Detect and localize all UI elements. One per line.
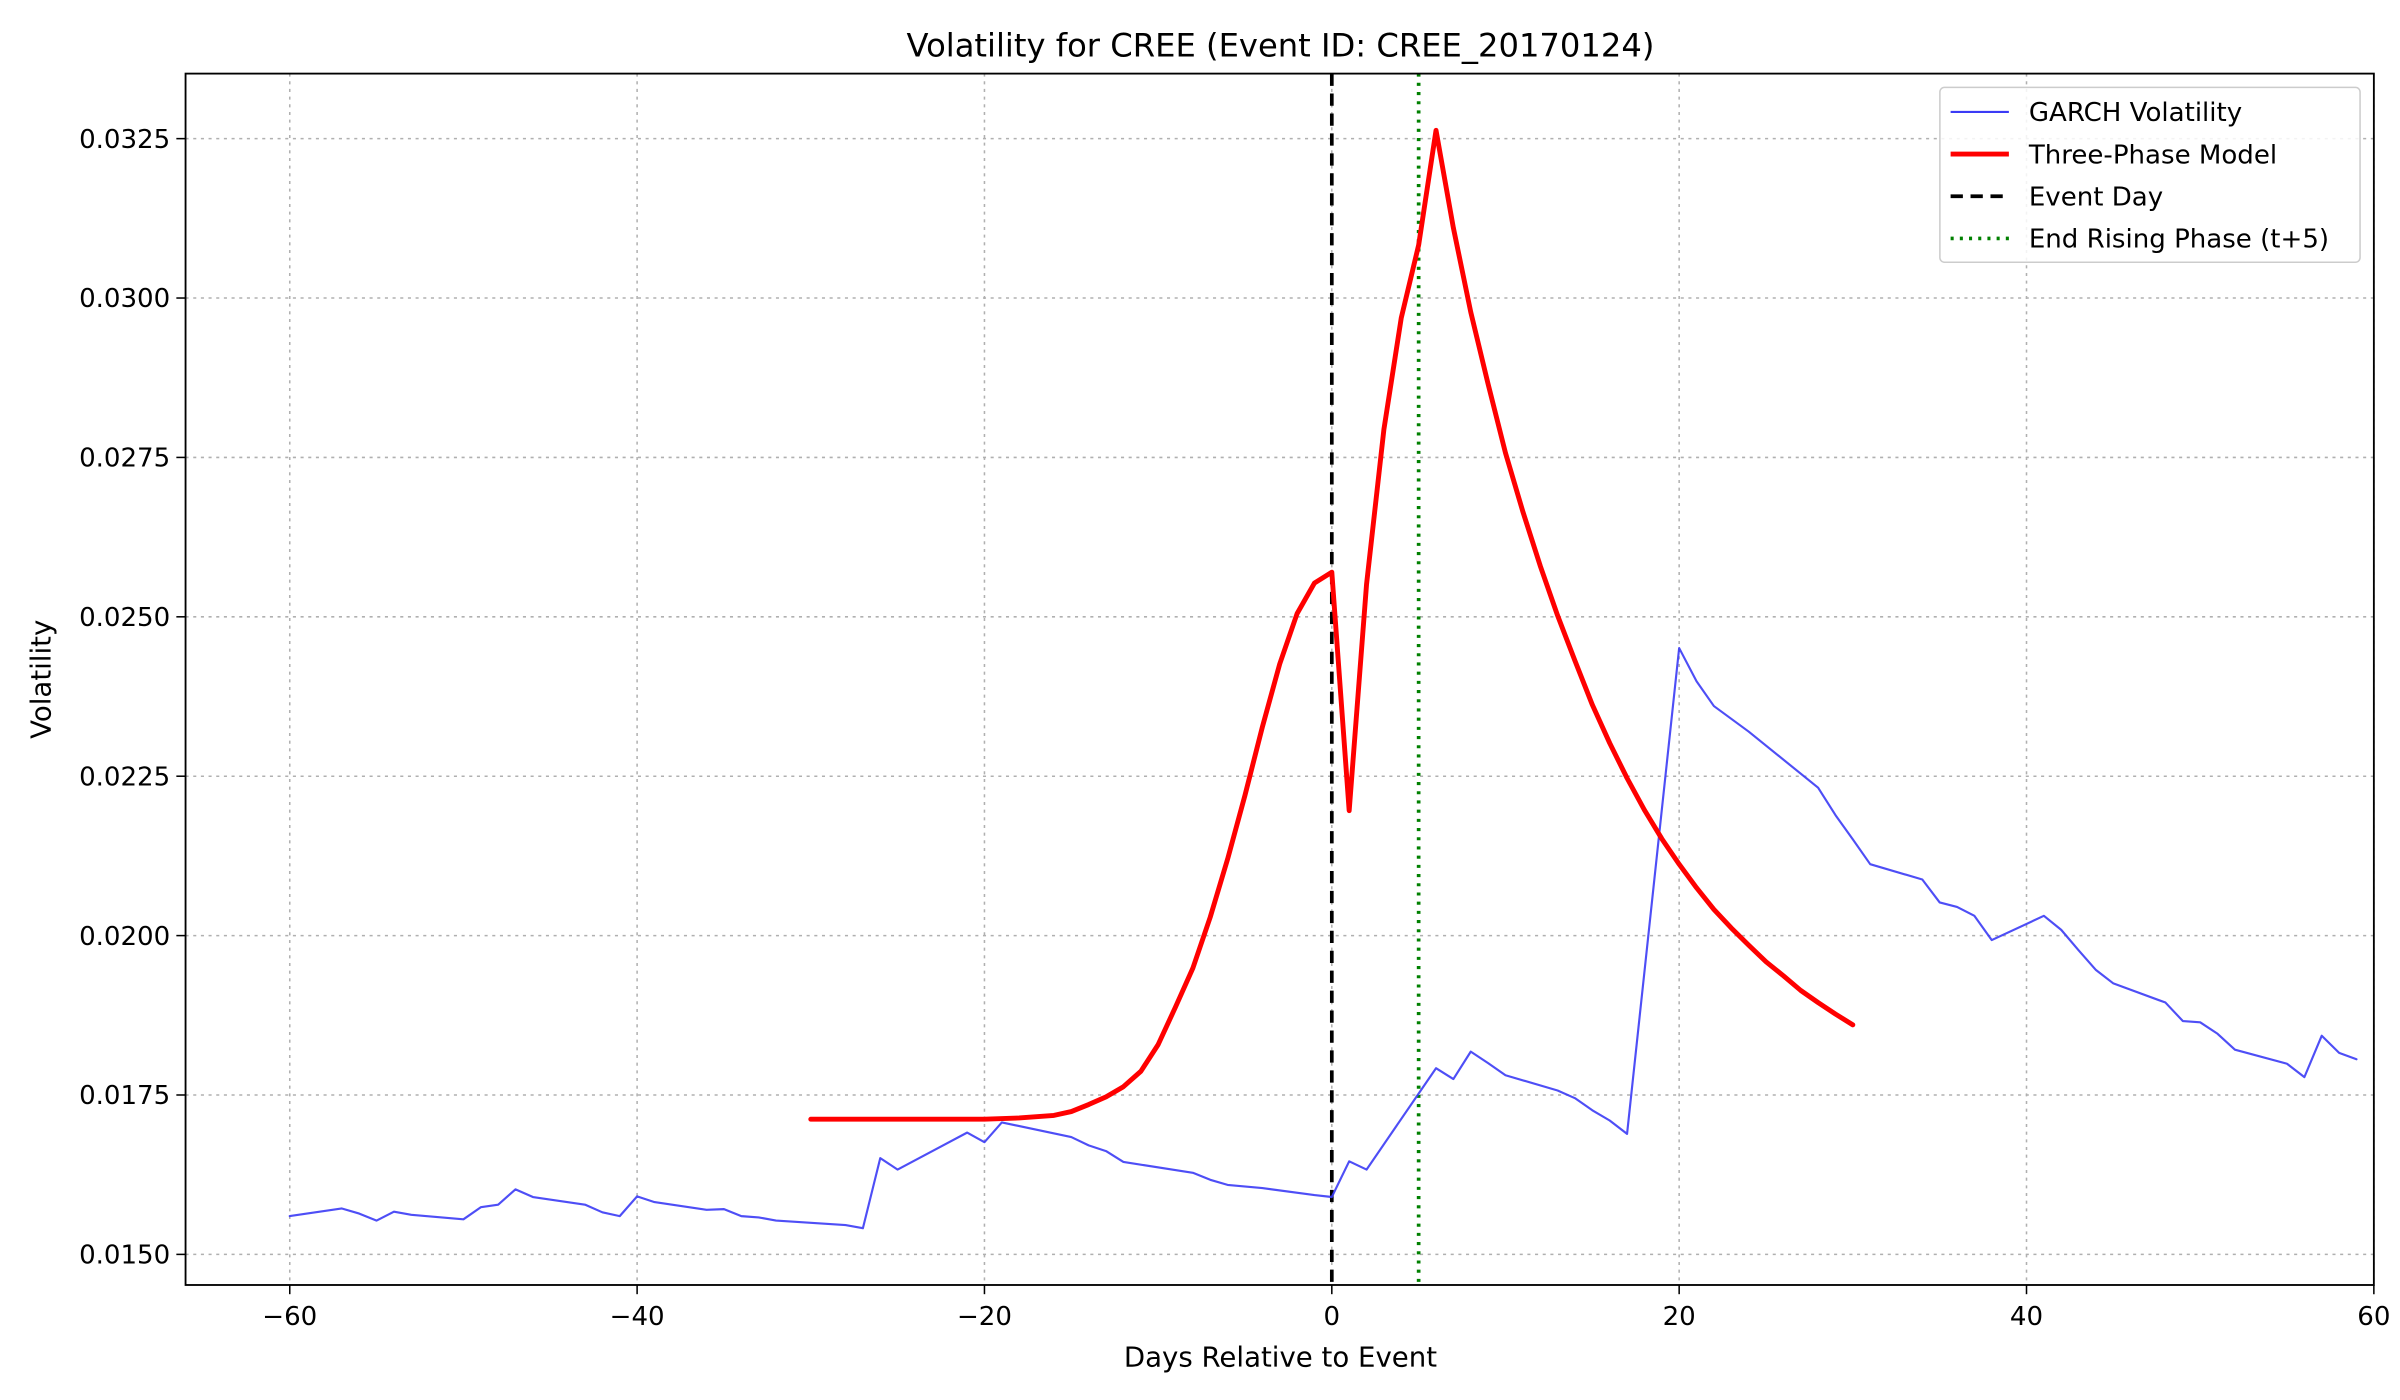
- x-axis-title: Days Relative to Event: [1124, 1340, 1437, 1373]
- y-tick-label: 0.0175: [79, 1081, 170, 1111]
- x-tick-label: 60: [2357, 1302, 2390, 1332]
- x-tick-label: 40: [2010, 1302, 2043, 1332]
- x-tick-label: 0: [1324, 1302, 1341, 1332]
- legend-label: Event Day: [2029, 182, 2163, 212]
- x-tick-label: −60: [262, 1302, 317, 1332]
- x-tick-label: −40: [610, 1302, 665, 1332]
- legend-items: GARCH Volatility Three-Phase Model Event D…: [1950, 98, 2329, 255]
- ticks-layer: −60 −40 −20 0 20 40 60 0.0150 0.0175 0.0200 0.0225…: [79, 125, 2390, 1332]
- y-tick-label: 0.0225: [79, 762, 170, 792]
- legend-label: GARCH Volatility: [2029, 98, 2242, 128]
- y-tick-label: 0.0325: [79, 125, 170, 155]
- legend-box: [1939, 86, 2361, 263]
- garch-volatility-line: [288, 646, 2358, 1230]
- y-tick-label: 0.0250: [79, 603, 170, 633]
- three-phase-model-line: [808, 127, 1856, 1122]
- x-tick-label: −20: [957, 1302, 1012, 1332]
- plot-frame: [184, 72, 2375, 1286]
- y-tick-label: 0.0200: [79, 922, 170, 952]
- series-layer: [288, 127, 2358, 1230]
- reference-lines: [1329, 73, 1421, 1285]
- y-tick-label: 0.0150: [79, 1241, 170, 1271]
- legend-label: End Rising Phase (t+5): [2029, 225, 2329, 255]
- legend: GARCH Volatility Three-Phase Model Event D…: [1939, 86, 2361, 263]
- y-axis-title: Volatility: [25, 620, 58, 739]
- y-tick-label: 0.0300: [79, 284, 170, 314]
- legend-label: Three-Phase Model: [2028, 140, 2277, 170]
- chart-title: Volatility for CREE (Event ID: CREE_2017…: [907, 27, 1655, 65]
- x-tick-label: 20: [1663, 1302, 1696, 1332]
- y-tick-label: 0.0275: [79, 444, 170, 474]
